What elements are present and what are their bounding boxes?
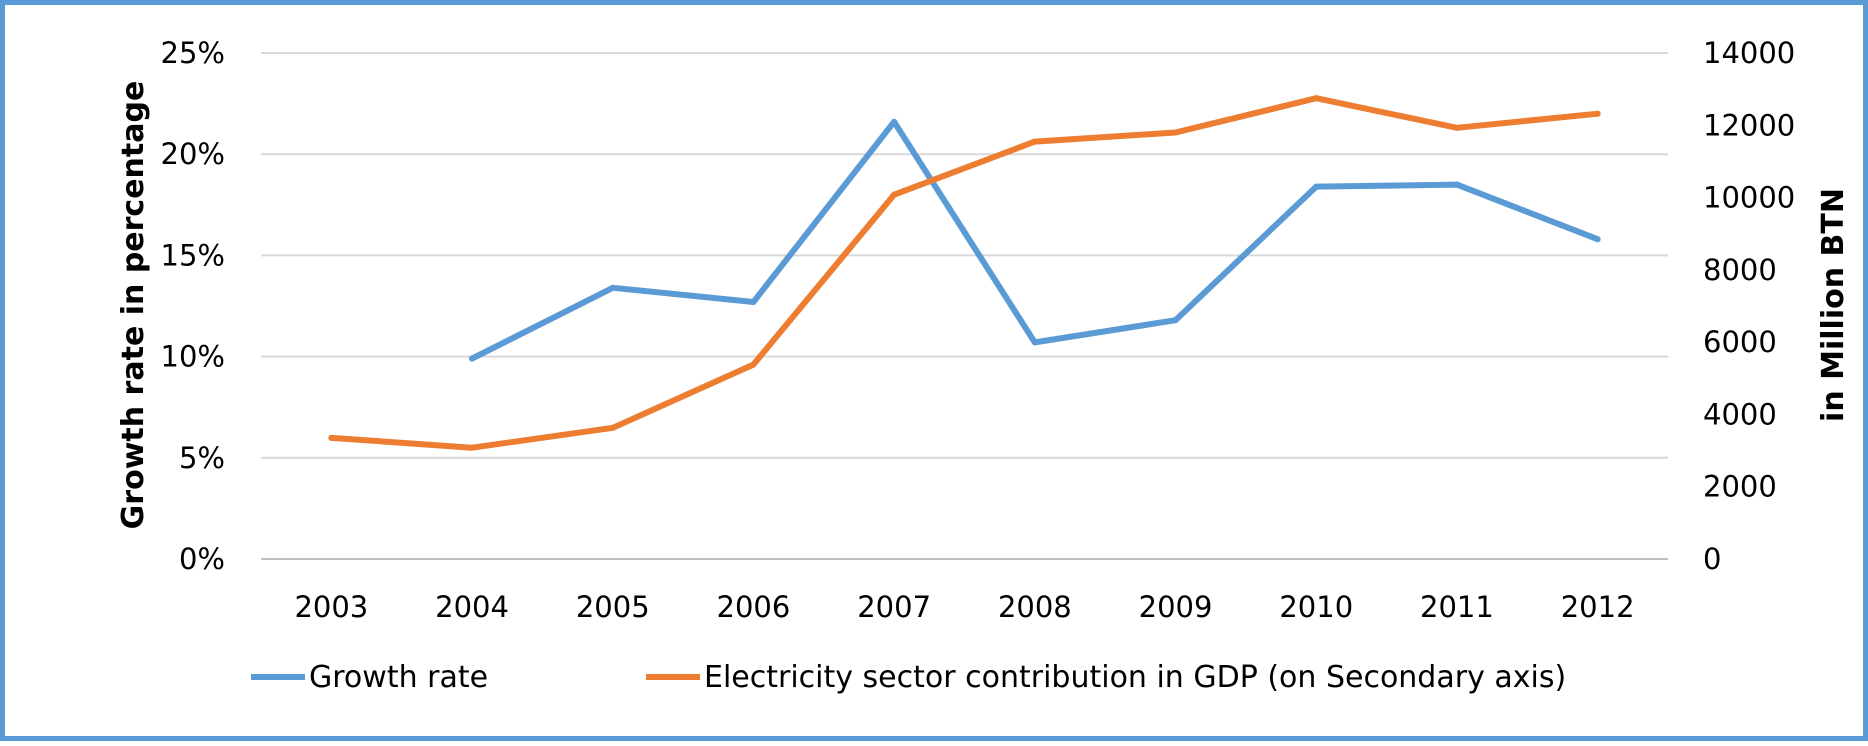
primary-y-tick-label: 15% bbox=[161, 238, 225, 272]
legend: Growth rate Electricity sector contribut… bbox=[251, 660, 1566, 695]
data-point-electricity bbox=[1031, 138, 1038, 145]
secondary-y-tick-label: 14000 bbox=[1703, 36, 1795, 70]
secondary-y-tick-labels: 0 2000 4000 6000 8000 10000 12000 14000 bbox=[1703, 36, 1795, 576]
x-tick-label: 2003 bbox=[294, 590, 368, 624]
x-tick-label: 2004 bbox=[435, 590, 509, 624]
data-point-electricity bbox=[750, 361, 757, 368]
secondary-y-tick-label: 2000 bbox=[1703, 470, 1777, 504]
primary-y-tick-label: 0% bbox=[179, 542, 225, 576]
data-point-electricity bbox=[328, 434, 335, 441]
primary-y-axis-title: Growth rate in percentage bbox=[116, 81, 151, 530]
primary-y-tick-label: 5% bbox=[179, 441, 225, 475]
data-point-growth-rate bbox=[1172, 317, 1179, 324]
x-tick-label: 2007 bbox=[857, 590, 931, 624]
secondary-y-tick-label: 8000 bbox=[1703, 253, 1777, 287]
x-tick-label: 2009 bbox=[1139, 590, 1213, 624]
data-point-growth-rate bbox=[469, 355, 476, 362]
x-tick-labels: 2003 2004 2005 2006 2007 2008 2009 2010 2011 2012 bbox=[294, 590, 1634, 624]
secondary-y-tick-label: 4000 bbox=[1703, 397, 1777, 431]
secondary-y-tick-label: 6000 bbox=[1703, 325, 1777, 359]
x-tick-label: 2012 bbox=[1561, 590, 1635, 624]
data-point-growth-rate bbox=[609, 284, 616, 291]
data-point-electricity bbox=[1172, 129, 1179, 136]
data-point-electricity bbox=[469, 444, 476, 451]
legend-label-electricity: Electricity sector contribution in GDP (… bbox=[704, 660, 1566, 695]
data-point-growth-rate bbox=[1453, 181, 1460, 188]
line-chart: 0% 5% 10% 15% 20% 25% 0 2000 4000 6000 8000 10000 1… bbox=[116, 36, 1851, 695]
gridlines bbox=[261, 52, 1668, 560]
primary-y-tick-label: 25% bbox=[161, 36, 225, 70]
primary-y-tick-label: 10% bbox=[161, 340, 225, 374]
data-point-growth-rate bbox=[1594, 236, 1601, 243]
data-point-electricity bbox=[609, 424, 616, 431]
data-point-growth-rate bbox=[1031, 339, 1038, 346]
data-point-electricity bbox=[891, 191, 898, 198]
x-tick-label: 2010 bbox=[1279, 590, 1353, 624]
secondary-y-tick-label: 0 bbox=[1703, 542, 1721, 576]
data-point-electricity bbox=[1453, 124, 1460, 131]
data-point-growth-rate bbox=[1313, 183, 1320, 190]
series-line-growth-rate bbox=[469, 118, 1601, 362]
x-tick-label: 2008 bbox=[998, 590, 1072, 624]
x-tick-label: 2006 bbox=[717, 590, 791, 624]
secondary-y-tick-label: 12000 bbox=[1703, 108, 1795, 142]
secondary-y-axis-title: in Million BTN bbox=[1816, 188, 1851, 422]
legend-label-growth-rate: Growth rate bbox=[309, 660, 488, 695]
data-point-electricity bbox=[1313, 95, 1320, 102]
primary-y-tick-label: 20% bbox=[161, 137, 225, 171]
series-line-electricity bbox=[328, 95, 1601, 451]
x-tick-label: 2005 bbox=[576, 590, 650, 624]
secondary-y-tick-label: 10000 bbox=[1703, 181, 1795, 215]
series-lines bbox=[328, 95, 1601, 451]
data-point-growth-rate bbox=[891, 118, 898, 125]
data-point-growth-rate bbox=[750, 298, 757, 305]
primary-y-tick-labels: 0% 5% 10% 15% 20% 25% bbox=[161, 36, 225, 576]
data-point-electricity bbox=[1594, 110, 1601, 117]
x-tick-label: 2011 bbox=[1420, 590, 1494, 624]
